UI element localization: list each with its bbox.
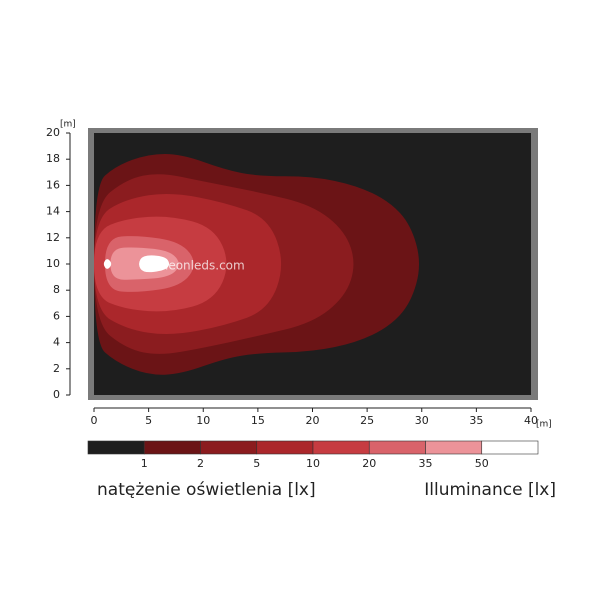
legend-title-pl: natężenie oświetlenia [lx] (97, 480, 316, 500)
x-tick-label: 35 (469, 414, 483, 427)
y-tick-label: 16 (46, 178, 60, 191)
legend-level: 20 (362, 457, 376, 470)
isolux-region (139, 255, 170, 273)
y-tick-label: 10 (46, 257, 60, 270)
legend-level: 5 (253, 457, 260, 470)
y-tick-label: 18 (46, 152, 60, 165)
y-tick-label: 14 (46, 205, 60, 218)
x-tick-label: 40 (524, 414, 538, 427)
legend-level: 35 (419, 457, 433, 470)
isolux-region (103, 259, 112, 269)
y-tick-label: 0 (53, 388, 60, 401)
x-tick-label: 25 (360, 414, 374, 427)
y-unit: [m] (60, 120, 76, 130)
legend-swatch (200, 440, 258, 455)
legend-swatch (425, 440, 483, 455)
legend-swatch (87, 440, 145, 455)
legend-title-en: Illuminance [lx] (424, 480, 556, 500)
legend-level: 10 (306, 457, 320, 470)
y-tick-label: 12 (46, 231, 60, 244)
legend-level: 50 (475, 457, 489, 470)
legend-swatch (481, 440, 539, 455)
legend-swatch (368, 440, 426, 455)
x-unit: [m] (536, 420, 552, 430)
x-tick-label: 20 (306, 414, 320, 427)
legend-swatch (256, 440, 314, 455)
x-tick-label: 30 (415, 414, 429, 427)
watermark: leonleds.com (165, 259, 245, 273)
x-tick-label: 0 (91, 414, 98, 427)
legend-swatch (143, 440, 201, 455)
y-tick-label: 20 (46, 126, 60, 139)
legend-swatch (312, 440, 370, 455)
y-tick-label: 4 (53, 336, 60, 349)
x-tick-label: 10 (196, 414, 210, 427)
y-tick-label: 8 (53, 283, 60, 296)
y-tick-label: 2 (53, 362, 60, 375)
legend-level: 2 (197, 457, 204, 470)
x-tick-label: 5 (145, 414, 152, 427)
x-tick-label: 15 (251, 414, 265, 427)
y-tick-label: 6 (53, 309, 60, 322)
contours (94, 153, 420, 375)
legend-level: 1 (141, 457, 148, 470)
